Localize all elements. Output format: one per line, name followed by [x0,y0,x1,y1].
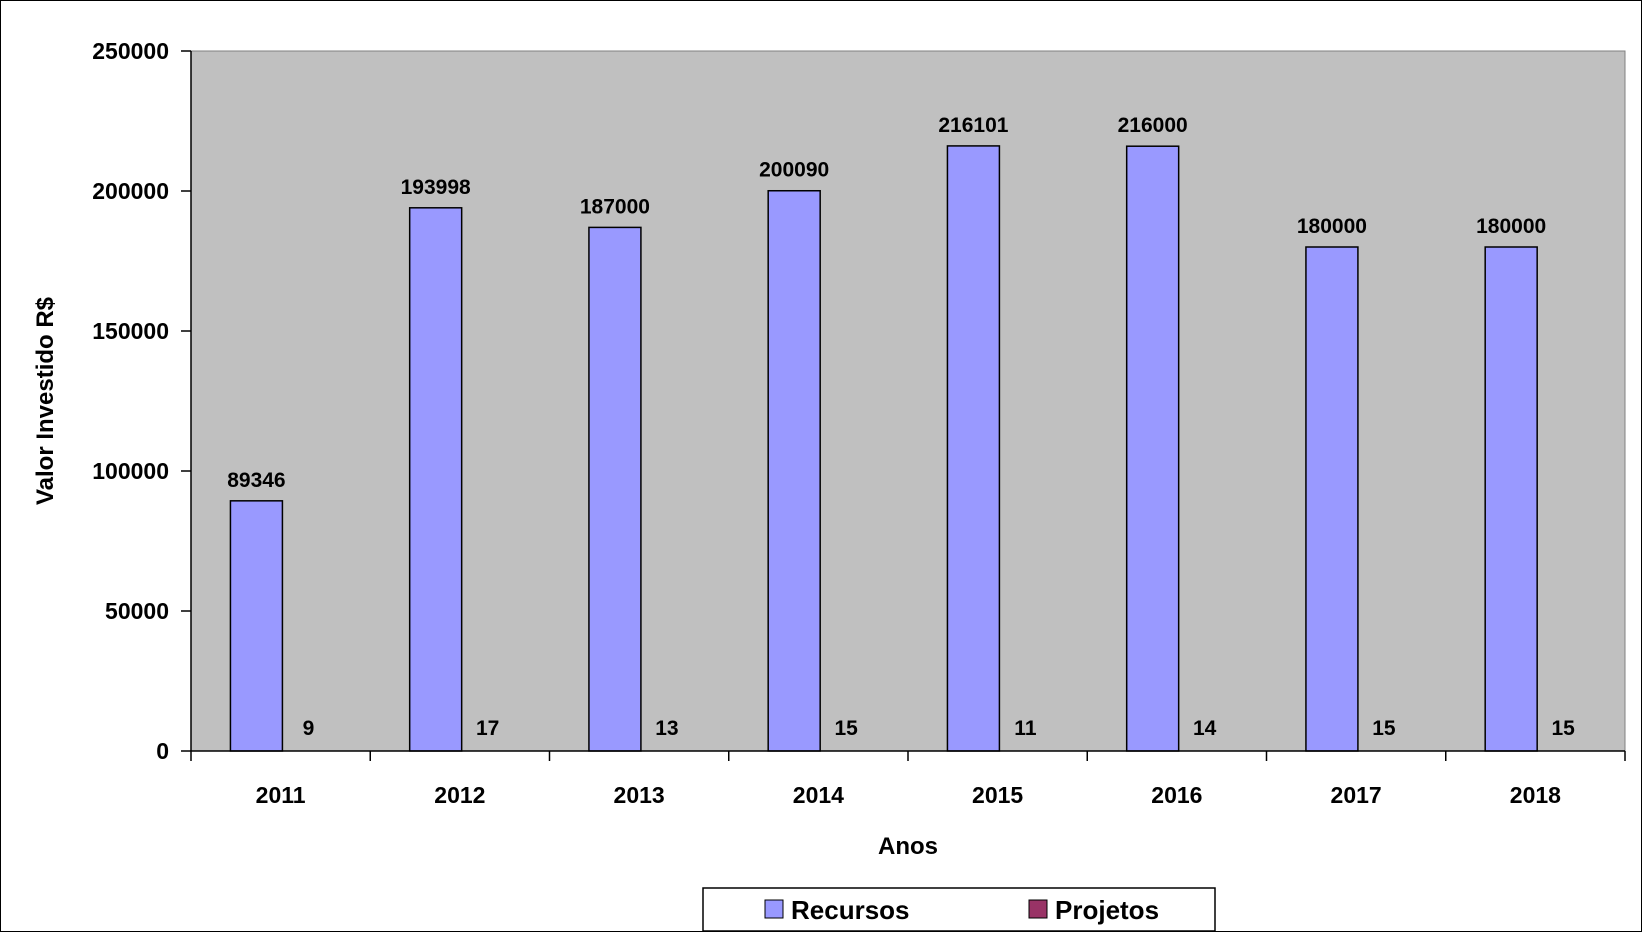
data-label-projetos-2011: 9 [303,717,315,740]
y-tick-label-0: 0 [156,738,169,764]
data-label-recursos-2014: 200090 [759,159,829,182]
y-tick-label-50000: 50000 [105,598,169,624]
data-label-projetos-2016: 14 [1193,717,1217,740]
legend-swatch-recursos [764,899,784,919]
legend-swatch-projetos [1028,899,1048,919]
data-label-projetos-2013: 13 [655,717,678,740]
x-tick-label-2013: 2013 [614,782,665,808]
legend-box [702,887,1216,931]
y-axis-title: Valor Investido R$ [32,296,59,505]
x-tick-label-2016: 2016 [1151,782,1202,808]
x-axis-title: Anos [878,833,938,860]
legend-label-recursos: Recursos [791,895,910,925]
data-label-projetos-2015: 11 [1014,717,1037,740]
bar-recursos-2018 [1484,246,1538,752]
legend-label-projetos: Projetos [1055,895,1159,925]
data-label-recursos-2011: 89346 [227,469,285,492]
data-label-projetos-2014: 15 [834,717,858,740]
x-tick-label-2014: 2014 [793,782,844,808]
bar-recursos-2017 [1305,246,1359,752]
bar-recursos-2012 [408,207,463,752]
y-tick-label-100000: 100000 [92,458,169,484]
x-tick-label-2018: 2018 [1510,782,1561,808]
data-labels-layer: 89346 9 193998 17 187000 13 200090 15 216101 11 21… [227,114,1575,740]
x-tick-label-2015: 2015 [972,782,1023,808]
bar-recursos-2016 [1125,145,1180,752]
x-tick-label-2011: 2011 [256,782,306,808]
y-tick-label-250000: 250000 [92,38,169,64]
bar-recursos-2014 [767,189,821,752]
y-tick-label-200000: 200000 [92,178,169,204]
plot-area [190,50,1626,752]
data-label-projetos-2018: 15 [1551,717,1575,740]
data-label-recursos-2017: 180000 [1297,215,1367,238]
legend: Recursos Projetos [702,887,1216,931]
data-label-projetos-2017: 15 [1372,717,1396,740]
data-label-projetos-2012: 17 [476,717,499,740]
y-tick-label-150000: 150000 [92,318,169,344]
data-label-recursos-2015: 216101 [938,114,1008,137]
bar-recursos-2015 [946,145,1001,752]
x-tick-label-2017: 2017 [1331,782,1382,808]
bar-recursos-2011 [229,500,284,752]
data-label-recursos-2018: 180000 [1476,215,1546,238]
x-tick-label-2012: 2012 [434,782,485,808]
data-label-recursos-2016: 216000 [1118,114,1188,137]
data-label-recursos-2012: 193998 [401,176,471,199]
axes-layer: 2011 2012 2013 2014 2015 2016 2017 2018 0 50000 10… [92,38,1626,808]
data-label-recursos-2013: 187000 [580,195,650,218]
bar-recursos-2013 [588,226,642,752]
